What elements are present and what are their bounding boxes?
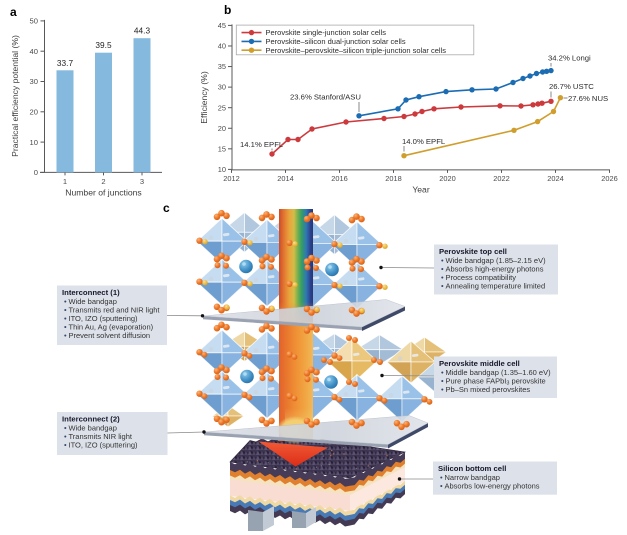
svg-text:•: •	[64, 323, 67, 332]
svg-text:Narrow bandgap: Narrow bandgap	[445, 473, 500, 482]
svg-text:14.1% EPFL: 14.1% EPFL	[240, 140, 284, 149]
svg-text:33.7: 33.7	[57, 58, 74, 68]
svg-text:•: •	[64, 441, 67, 450]
svg-text:20: 20	[218, 124, 226, 133]
svg-text:50: 50	[30, 17, 38, 26]
svg-text:Number of junctions: Number of junctions	[65, 188, 141, 198]
svg-text:44.3: 44.3	[134, 26, 151, 36]
svg-text:34.2% Longi: 34.2% Longi	[548, 54, 591, 63]
svg-text:30: 30	[218, 83, 226, 92]
svg-text:Perovskite–silicon dual-juncti: Perovskite–silicon dual-junction solar c…	[266, 37, 406, 46]
svg-text:a: a	[10, 5, 17, 19]
svg-text:•: •	[441, 376, 444, 385]
svg-text:15: 15	[218, 144, 226, 153]
svg-text:•: •	[440, 481, 443, 490]
svg-text:27.6% NUS: 27.6% NUS	[568, 94, 608, 103]
svg-text:Perovskite middle cell: Perovskite middle cell	[439, 359, 520, 368]
svg-text:Process compatibility: Process compatibility	[446, 273, 517, 282]
svg-text:Interconnect (1): Interconnect (1)	[62, 288, 120, 297]
svg-text:•: •	[64, 314, 67, 323]
svg-text:Middle bandgap (1.35–1.60 eV): Middle bandgap (1.35–1.60 eV)	[446, 368, 552, 377]
svg-text:Transmits red and NIR light: Transmits red and NIR light	[69, 305, 161, 314]
svg-text:Annealing temperature limited: Annealing temperature limited	[446, 282, 546, 291]
svg-text:45: 45	[218, 21, 226, 30]
svg-text:Wide bandgap (1.85–2.15 eV): Wide bandgap (1.85–2.15 eV)	[446, 256, 547, 265]
svg-text:14.0% EPFL: 14.0% EPFL	[402, 137, 446, 146]
svg-text:ITO, IZO (sputtering): ITO, IZO (sputtering)	[69, 314, 139, 323]
svg-text:Prevent solvent diffusion: Prevent solvent diffusion	[69, 331, 151, 340]
svg-text:0: 0	[34, 168, 38, 177]
svg-text:26.7% USTC: 26.7% USTC	[549, 82, 594, 91]
svg-text:•: •	[441, 264, 444, 273]
svg-text:•: •	[440, 473, 443, 482]
svg-text:2026: 2026	[601, 174, 617, 183]
svg-text:40: 40	[30, 47, 38, 56]
svg-text:2012: 2012	[223, 174, 239, 183]
svg-text:c: c	[163, 201, 170, 215]
svg-text:10: 10	[30, 138, 38, 147]
svg-text:b: b	[224, 3, 231, 17]
svg-text:23.6% Stanford/ASU: 23.6% Stanford/ASU	[290, 93, 361, 102]
svg-text:•: •	[441, 368, 444, 377]
svg-text:Year: Year	[412, 185, 430, 195]
svg-text:20: 20	[30, 108, 38, 117]
svg-text:35: 35	[218, 62, 226, 71]
svg-text:30: 30	[30, 77, 38, 86]
svg-text:Wide bandgap: Wide bandgap	[69, 297, 117, 306]
svg-text:•: •	[64, 297, 67, 306]
svg-text:2014: 2014	[277, 174, 293, 183]
svg-text:•: •	[441, 273, 444, 282]
svg-text:Absorbs low-energy photons: Absorbs low-energy photons	[445, 481, 540, 490]
svg-text:39.5: 39.5	[95, 40, 112, 50]
svg-text:Wide bandgap: Wide bandgap	[69, 423, 117, 432]
svg-text:2016: 2016	[331, 174, 347, 183]
svg-text:Pb–Sn mixed perovskites: Pb–Sn mixed perovskites	[446, 385, 531, 394]
svg-text:2024: 2024	[547, 174, 563, 183]
svg-text:•: •	[441, 282, 444, 291]
svg-text:Thin Au, Ag (evaporation): Thin Au, Ag (evaporation)	[69, 323, 154, 332]
svg-text:Perovskite single-junction sol: Perovskite single-junction solar cells	[266, 28, 387, 37]
svg-text:•: •	[64, 432, 67, 441]
svg-text:Practical efficiency potential: Practical efficiency potential (%)	[10, 35, 20, 157]
svg-text:Absorbs high-energy photons: Absorbs high-energy photons	[446, 264, 544, 273]
svg-text:3: 3	[140, 177, 144, 186]
svg-text:2018: 2018	[385, 174, 401, 183]
svg-text:2: 2	[101, 177, 105, 186]
svg-text:Interconnect (2): Interconnect (2)	[62, 415, 120, 424]
svg-text:Perovskite–perovskite–silicon: Perovskite–perovskite–silicon triple-jun…	[266, 46, 447, 55]
svg-text:Pure phase FAPbI3 perovskite: Pure phase FAPbI3 perovskite	[446, 376, 546, 386]
svg-text:2020: 2020	[439, 174, 455, 183]
svg-text:Silicon bottom cell: Silicon bottom cell	[438, 464, 506, 473]
svg-text:10: 10	[218, 165, 226, 174]
svg-text:•: •	[441, 256, 444, 265]
svg-text:1: 1	[63, 177, 67, 186]
svg-text:ITO, IZO (sputtering): ITO, IZO (sputtering)	[69, 441, 139, 450]
svg-text:•: •	[441, 385, 444, 394]
svg-text:Efficiency (%): Efficiency (%)	[199, 71, 209, 124]
svg-text:•: •	[64, 423, 67, 432]
svg-text:Transmits NIR light: Transmits NIR light	[69, 432, 133, 441]
svg-text:•: •	[64, 331, 67, 340]
svg-text:•: •	[64, 305, 67, 314]
svg-text:2022: 2022	[493, 174, 509, 183]
svg-text:25: 25	[218, 103, 226, 112]
svg-text:40: 40	[218, 42, 226, 51]
svg-text:Perovskite top cell: Perovskite top cell	[439, 247, 507, 256]
